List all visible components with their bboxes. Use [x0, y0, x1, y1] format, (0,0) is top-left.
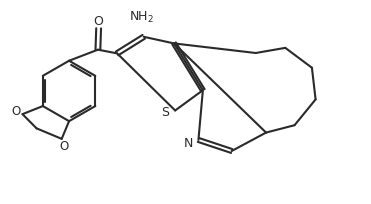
Text: O: O — [11, 105, 20, 118]
Text: S: S — [161, 106, 169, 119]
Text: O: O — [59, 140, 68, 153]
Text: NH$_2$: NH$_2$ — [129, 10, 154, 25]
Text: O: O — [93, 15, 103, 28]
Text: N: N — [183, 137, 193, 150]
